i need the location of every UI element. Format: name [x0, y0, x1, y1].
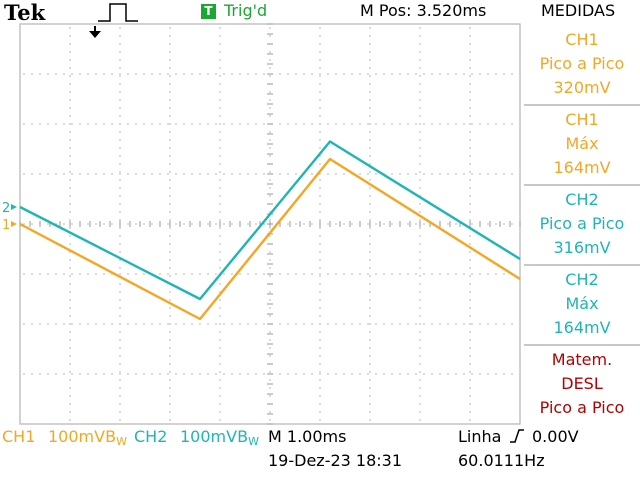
ch1-scale: 100mVBW — [48, 427, 127, 448]
measurement-source: Matem. — [551, 350, 613, 369]
measurement-type: Máx — [565, 294, 599, 313]
measurement-value: 164mV — [553, 318, 611, 337]
ch2-scale-value: 100mV — [180, 427, 238, 446]
trigger-level: 0.00V — [532, 427, 579, 446]
trigger-source: Linha — [458, 427, 502, 446]
ch1-level-marker: 1 — [2, 218, 10, 233]
ch1-scale-value: 100mV — [48, 427, 106, 446]
ch1-level-arrow-icon — [11, 221, 17, 227]
trigger-status-badge: T — [201, 4, 216, 19]
measurement-value: Pico a Pico — [539, 398, 625, 417]
measurement-math[interactable]: Matem. DESL Pico a Pico — [524, 348, 640, 420]
menu-divider — [524, 104, 640, 106]
measurement-value: 164mV — [553, 158, 611, 177]
rising-edge-icon — [510, 429, 524, 443]
measurement-source: CH1 — [565, 110, 599, 129]
menu-title: MEDIDAS — [541, 1, 616, 20]
ch2-level-arrow-icon — [11, 204, 17, 210]
measurement-ch1-max[interactable]: CH1 Máx 164mV — [524, 108, 640, 180]
menu-divider — [524, 184, 640, 186]
graticule-grid — [23, 27, 513, 421]
timebase-readout: M 1.00ms — [268, 427, 347, 446]
measurement-source: CH2 — [565, 190, 599, 209]
measurement-value: 316mV — [553, 238, 611, 257]
ch2-bw-sub: W — [248, 435, 259, 448]
measurement-type: DESL — [561, 374, 603, 393]
ch1-label: CH1 — [2, 427, 36, 446]
measurement-type: Máx — [565, 134, 599, 153]
ch2-level-marker: 2 — [2, 201, 10, 216]
ch2-bw-limit: B — [237, 427, 249, 446]
trigger-pulse-icon — [98, 3, 138, 22]
trigger-status-text: Trig'd — [224, 1, 268, 20]
ch2-label: CH2 — [134, 427, 168, 446]
ch2-scale: 100mVBW — [180, 427, 259, 448]
measurement-source: CH1 — [565, 30, 599, 49]
trace-ch1 — [19, 157, 521, 321]
measurement-ch2-max[interactable]: CH2 Máx 164mV — [524, 268, 640, 340]
measurement-value: 320mV — [553, 78, 611, 97]
horizontal-position-readout: M Pos: 3.520ms — [360, 1, 487, 20]
measurement-ch2-peak-to-peak[interactable]: CH2 Pico a Pico 316mV — [524, 188, 640, 260]
brand-logo: Tek — [4, 0, 46, 25]
trigger-position-marker-icon — [89, 26, 101, 38]
measurement-source: CH2 — [565, 270, 599, 289]
graticule-axes — [19, 23, 521, 425]
trace-ch2 — [19, 140, 521, 301]
measurement-type: Pico a Pico — [539, 54, 625, 73]
measurement-ch1-peak-to-peak[interactable]: CH1 Pico a Pico 320mV — [524, 28, 640, 100]
ch1-bw-limit: B — [105, 427, 117, 446]
menu-divider — [524, 264, 640, 266]
trigger-frequency: 60.0111Hz — [458, 451, 545, 470]
ch1-bw-sub: W — [116, 435, 127, 448]
measurement-type: Pico a Pico — [539, 214, 625, 233]
menu-divider — [524, 344, 640, 346]
datetime-readout: 19-Dez-23 18:31 — [268, 451, 403, 470]
